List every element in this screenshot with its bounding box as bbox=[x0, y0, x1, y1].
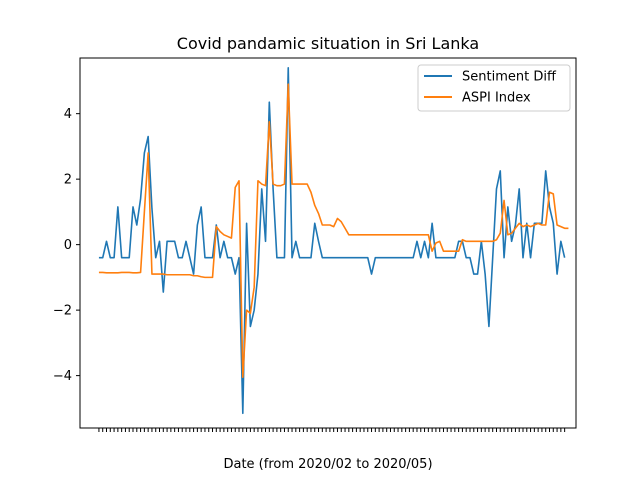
y-tick-label: 0 bbox=[64, 238, 72, 253]
y-tick-label: −2 bbox=[53, 304, 72, 319]
chart-title: Covid pandamic situation in Sri Lanka bbox=[177, 34, 479, 53]
x-axis bbox=[98, 428, 566, 432]
legend-label: Sentiment Diff bbox=[462, 70, 557, 85]
plot-frame bbox=[79, 57, 577, 429]
series-line-sentiment-diff bbox=[98, 67, 566, 415]
legend: Sentiment Diff ASPI Index bbox=[417, 64, 571, 112]
y-axis: −4 −2 0 2 4 bbox=[53, 107, 80, 384]
y-tick-label: −4 bbox=[53, 369, 72, 384]
series-layer bbox=[98, 67, 569, 415]
y-tick-label: 2 bbox=[64, 173, 72, 188]
legend-box bbox=[417, 64, 571, 112]
x-axis-label: Date (from 2020/02 to 2020/05) bbox=[223, 457, 432, 472]
series-line-aspi-index bbox=[98, 83, 569, 379]
y-tick-label: 4 bbox=[64, 107, 72, 122]
legend-label: ASPI Index bbox=[462, 91, 531, 106]
